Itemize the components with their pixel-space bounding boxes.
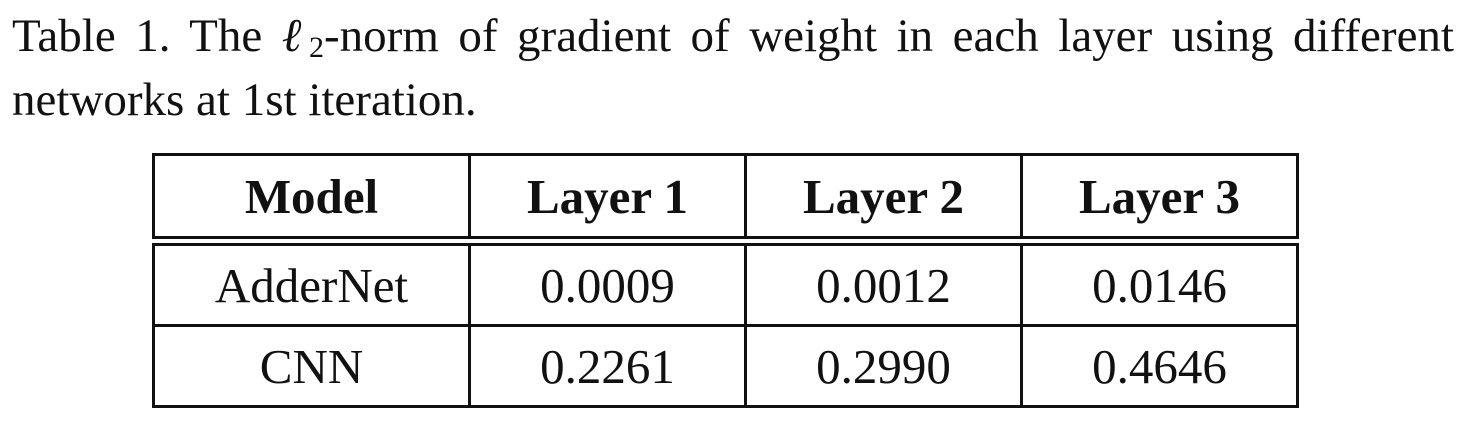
header-layer-2: Layer 2 <box>744 153 1023 246</box>
cell-layer-3: 0.4646 <box>1020 324 1299 408</box>
gradient-norm-table: Model Layer 1 Layer 2 Layer 3 AdderNet 0… <box>152 153 1299 408</box>
cell-model-name: CNN <box>152 324 471 408</box>
header-model: Model <box>152 153 471 246</box>
table-header-row: Model Layer 1 Layer 2 Layer 3 <box>152 153 1299 246</box>
cell-layer-1: 0.2261 <box>468 324 747 408</box>
cell-layer-2: 0.0012 <box>744 239 1023 327</box>
header-layer-1: Layer 1 <box>468 153 747 246</box>
cell-layer-2: 0.2990 <box>744 324 1023 408</box>
cell-layer-1: 0.0009 <box>468 239 747 327</box>
caption-text-after: -norm of gradient of weight in each laye… <box>12 10 1454 126</box>
caption-ell-symbol: ℓ <box>281 10 310 62</box>
cell-model-name: AdderNet <box>152 239 471 327</box>
caption-subscript: 2 <box>309 31 325 64</box>
table-row: AdderNet 0.0009 0.0012 0.0146 <box>152 239 1299 327</box>
table-row: CNN 0.2261 0.2990 0.4646 <box>152 324 1299 408</box>
header-layer-3: Layer 3 <box>1020 153 1299 246</box>
cell-layer-3: 0.0146 <box>1020 239 1299 327</box>
caption-label: Table 1. <box>12 10 171 62</box>
table-caption: Table 1. The ℓ2-norm of gradient of weig… <box>12 4 1454 132</box>
caption-text-before: The <box>170 10 282 62</box>
